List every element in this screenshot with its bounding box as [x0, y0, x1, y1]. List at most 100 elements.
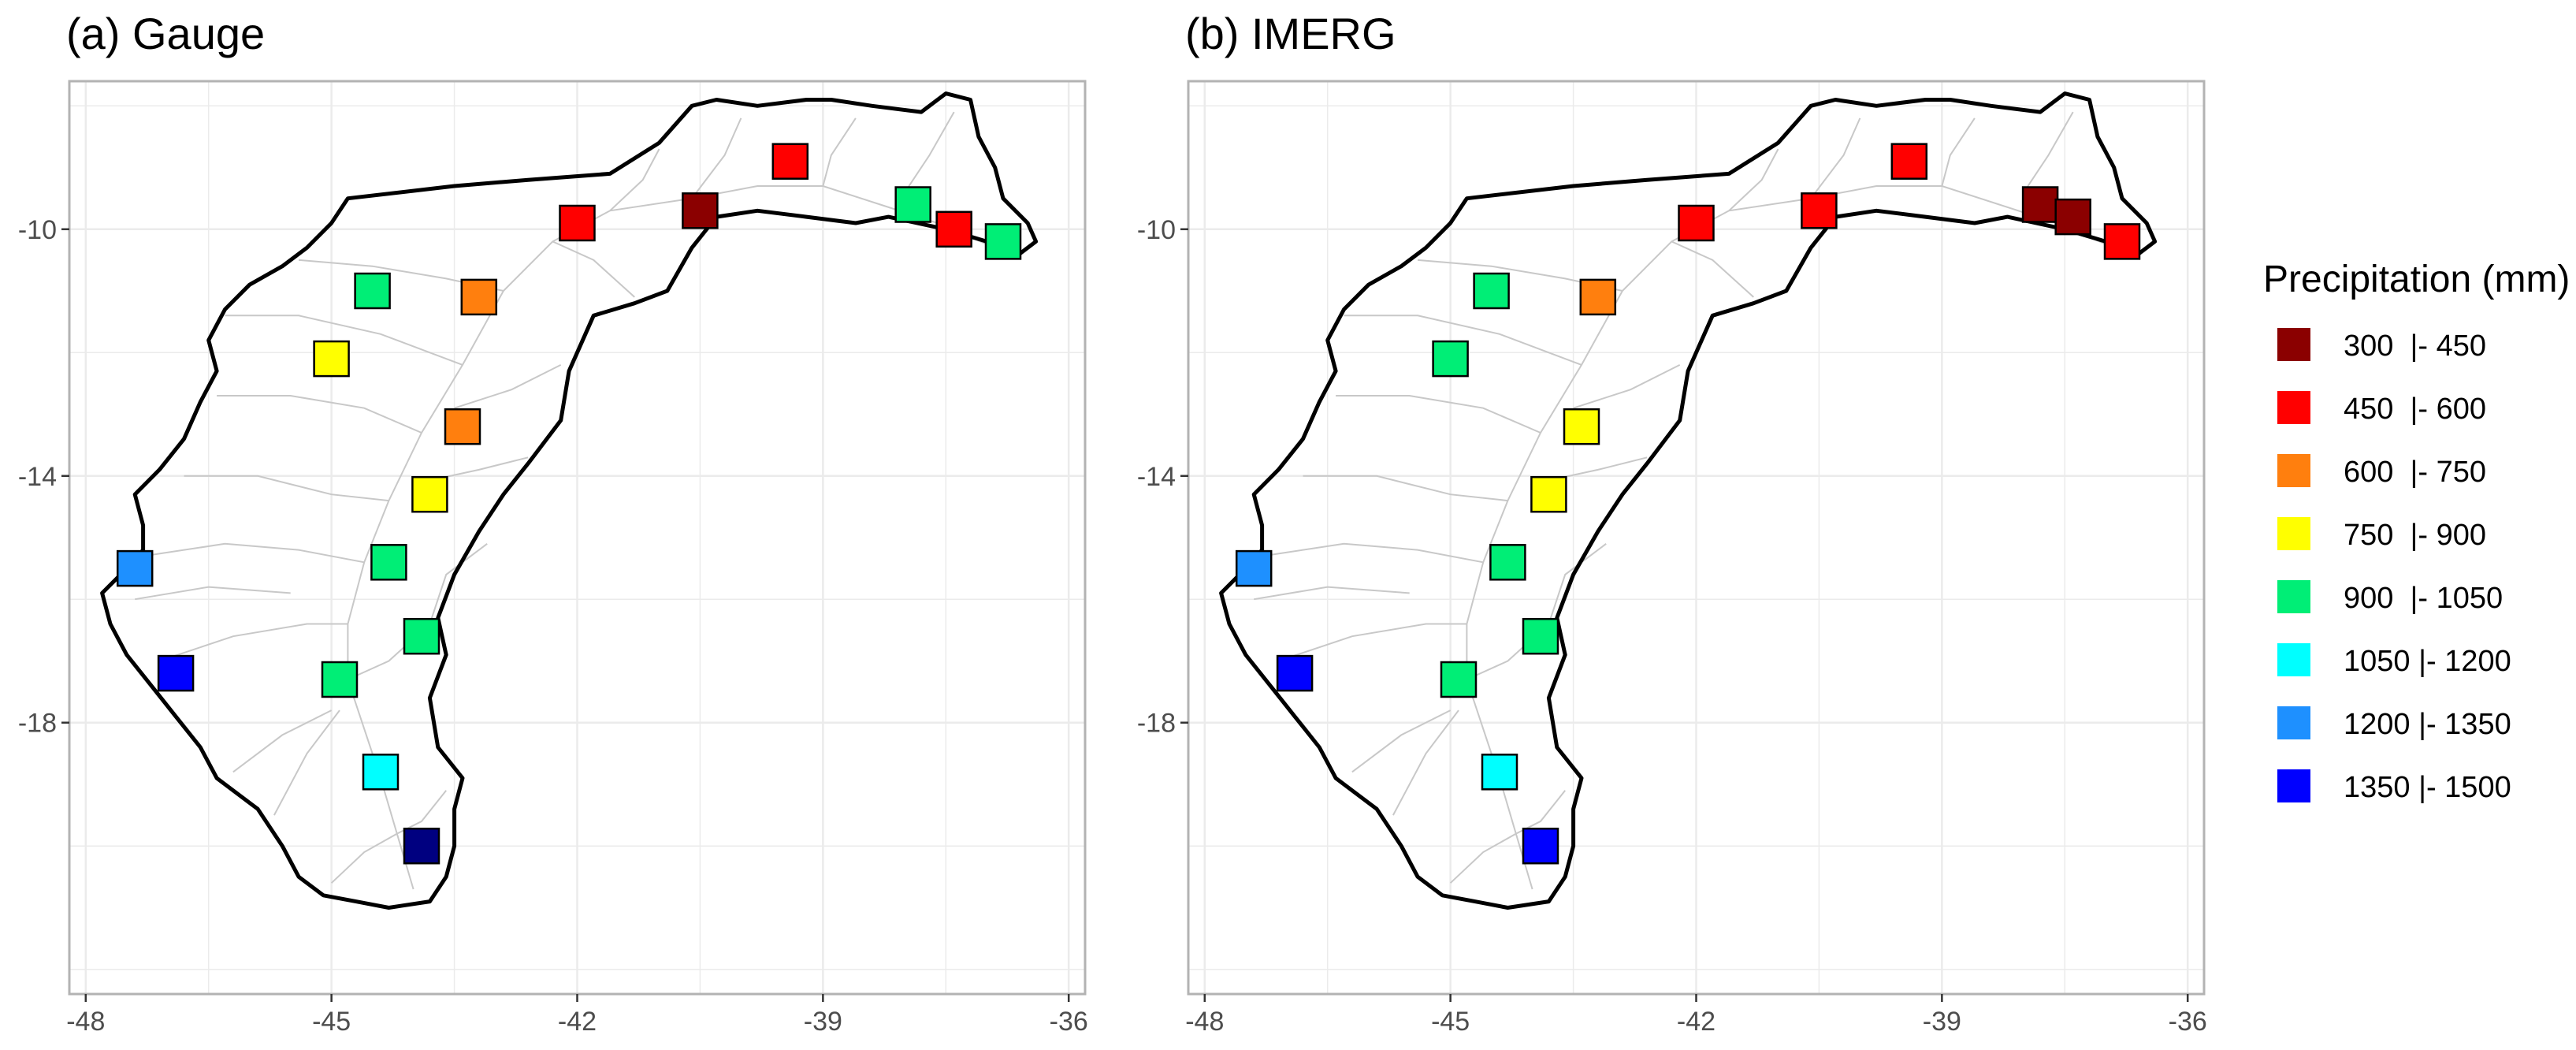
river [1262, 542, 1484, 564]
station-marker [411, 475, 448, 513]
station-marker [1579, 278, 1617, 316]
x-tick-label: -45 [312, 1007, 351, 1037]
river [691, 117, 742, 199]
axis-ticks: -48 -45 -42 -39 -36 -10 -14 -18 [18, 215, 1088, 1037]
legend-swatch [2277, 328, 2310, 361]
legend-swatch [2277, 391, 2310, 424]
river [1392, 709, 1459, 816]
panel-imerg: (b) IMERG -48 -45 -42 -39 -36 -10 -14 -18 [1137, 9, 2207, 1037]
legend-swatch [2277, 643, 2310, 676]
river [552, 240, 635, 298]
x-tick-label: -39 [804, 1007, 842, 1037]
legend-swatch [2277, 517, 2310, 550]
river [904, 111, 955, 193]
basin-outline [1219, 91, 2158, 910]
station-marker [1522, 827, 1559, 865]
x-tick-label: -48 [1185, 1007, 1224, 1037]
river [158, 623, 348, 662]
river [2023, 111, 2074, 193]
x-tick-label: -42 [1677, 1007, 1715, 1037]
station-marker [157, 654, 195, 692]
station-marker [1235, 549, 1273, 587]
x-tick-label: -48 [66, 1007, 105, 1037]
station-marker [2054, 198, 2091, 236]
station-marker [1432, 340, 1469, 378]
legend-label: 300 |- 450 [2344, 330, 2486, 363]
station-marker [1530, 475, 1567, 513]
x-tick-label: -36 [1050, 1007, 1088, 1037]
river [1254, 586, 1410, 601]
station-markers [1235, 143, 2141, 865]
y-tick-label: -10 [1137, 215, 1176, 245]
river-network [135, 111, 996, 890]
x-tick-label: -42 [558, 1007, 597, 1037]
station-marker [444, 408, 481, 445]
river [1303, 475, 1508, 502]
station-marker [1440, 661, 1478, 698]
station-marker [771, 143, 809, 180]
river [143, 542, 365, 564]
legend-label: 1350 |- 1500 [2344, 771, 2511, 804]
river [1941, 117, 1976, 187]
station-marker [682, 192, 719, 229]
legend-label: 750 |- 900 [2344, 519, 2486, 552]
y-tick-label: -14 [18, 462, 57, 492]
y-tick-label: -18 [18, 709, 57, 739]
river [454, 364, 562, 409]
legend-title: Precipitation (mm) [2263, 259, 2570, 300]
axis-ticks: -48 -45 -42 -39 -36 -10 -14 -18 [1137, 215, 2207, 1037]
station-marker [1473, 272, 1510, 310]
legend-swatch [2277, 580, 2310, 613]
station-marker [1678, 204, 1715, 242]
river [330, 832, 398, 884]
river [225, 315, 463, 366]
x-tick-label: -45 [1431, 1007, 1470, 1037]
x-tick-label: -39 [1923, 1007, 1961, 1037]
station-markers [116, 143, 1022, 865]
station-marker [1801, 192, 1838, 229]
station-marker [321, 661, 359, 698]
station-marker [370, 544, 407, 581]
river [135, 586, 291, 601]
station-marker [2103, 223, 2141, 260]
panel-title: (b) IMERG [1185, 9, 1396, 58]
legend-label: 900 |- 1050 [2344, 582, 2503, 615]
river [1728, 148, 1779, 212]
basin-outline [100, 91, 1039, 910]
river [609, 148, 660, 212]
panel-gauge: (a) Gauge -48 -45 -42 -39 -36 -10 -14 -18 [18, 9, 1088, 1037]
y-tick-label: -10 [18, 215, 57, 245]
station-marker [1489, 544, 1526, 581]
station-marker [2021, 186, 2059, 223]
river [1351, 709, 1452, 773]
river [1573, 364, 1681, 409]
river [822, 117, 857, 187]
station-marker [460, 278, 498, 316]
legend-label: 600 |- 750 [2344, 456, 2486, 489]
river [232, 709, 333, 773]
panel-title: (a) Gauge [66, 9, 265, 58]
river [1810, 117, 1861, 199]
river [1671, 240, 1754, 298]
legend-label: 1050 |- 1200 [2344, 645, 2511, 678]
station-marker [362, 754, 400, 791]
legend-label: 1200 |- 1350 [2344, 708, 2511, 741]
x-tick-label: -36 [2169, 1007, 2207, 1037]
station-marker [1890, 143, 1928, 180]
station-marker [116, 549, 154, 587]
river [273, 709, 340, 816]
river [1277, 623, 1467, 662]
legend-label: 450 |- 600 [2344, 393, 2486, 426]
river [1449, 832, 1517, 884]
river [1336, 395, 1541, 434]
station-marker [984, 223, 1022, 260]
legend-swatch [2277, 706, 2310, 739]
station-marker [403, 827, 440, 865]
station-marker [894, 186, 931, 223]
legend-swatch [2277, 454, 2310, 487]
station-marker [1276, 654, 1314, 692]
river [217, 395, 422, 434]
river [184, 475, 389, 502]
legend: Precipitation (mm) 300 |- 450 450 |- 600 6… [2263, 259, 2570, 804]
